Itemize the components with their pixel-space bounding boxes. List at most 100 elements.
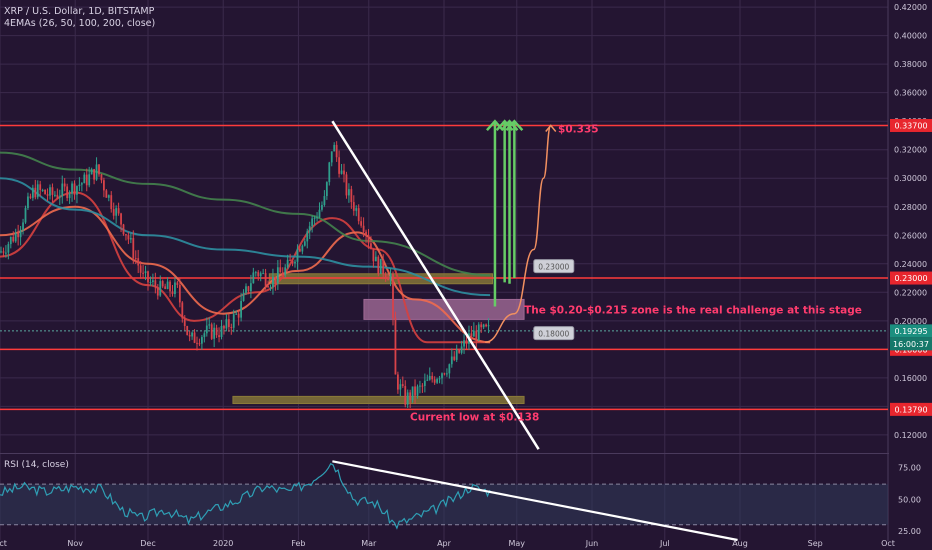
candle-body — [213, 327, 216, 339]
candle-body — [22, 222, 24, 230]
candle-body — [257, 272, 260, 277]
x-tick-label: Oct — [0, 539, 7, 548]
rsi-label: RSI (14, close) — [4, 460, 69, 470]
candle-body — [68, 193, 71, 199]
candle-body — [122, 224, 125, 235]
rsi-tick-label: 75.00 — [898, 464, 921, 473]
candle-body — [58, 196, 61, 198]
candle-body — [384, 274, 387, 278]
candle-body — [330, 151, 333, 163]
candle-body — [17, 232, 20, 238]
candle-body — [399, 384, 402, 390]
rsi-trendline — [332, 460, 738, 542]
countdown-tag-bg — [890, 337, 932, 351]
candle-body — [303, 241, 306, 246]
candle-body — [348, 189, 350, 196]
candle-body — [137, 258, 140, 266]
candle-body — [171, 291, 174, 295]
projection-arrows[interactable] — [485, 119, 557, 343]
candle-body — [254, 272, 257, 274]
candle-body — [0, 251, 2, 253]
x-tick-label: Feb — [291, 539, 305, 548]
annotation-text: The $0.20-$0.215 zone is the real challe… — [524, 305, 862, 317]
candle-body — [193, 332, 196, 343]
candle-body — [242, 292, 245, 301]
candle-body — [414, 386, 416, 396]
candle-body — [343, 170, 345, 175]
level-tag: 0.23000 — [894, 274, 927, 283]
candle-body — [88, 174, 91, 186]
candle-body — [198, 343, 201, 345]
candle-body — [289, 259, 291, 261]
candle-body — [446, 373, 448, 375]
x-tick-label: May — [509, 539, 526, 548]
candle-body — [49, 187, 51, 196]
candle-body — [453, 356, 456, 360]
candle-body — [73, 183, 76, 195]
candle-body — [333, 144, 336, 152]
candle-body — [487, 325, 490, 327]
y-tick-label: 0.20000 — [894, 317, 927, 326]
candle-body — [93, 169, 95, 180]
candle-body — [134, 258, 137, 260]
candle-body — [401, 384, 404, 386]
symbol-title: XRP / U.S. Dollar, 1D, BITSTAMP — [4, 6, 155, 17]
candle-body — [313, 217, 316, 219]
candle-body — [264, 273, 267, 286]
candle-body — [176, 282, 179, 286]
candle-body — [181, 302, 184, 319]
x-tick-label: Mar — [361, 539, 377, 548]
annotation-text: $0.335 — [558, 124, 599, 136]
y-tick-label: 0.12000 — [894, 431, 927, 440]
candle-body — [458, 349, 461, 353]
candle-body — [460, 346, 463, 353]
price-callout-text: 0.23000 — [538, 263, 569, 272]
y-tick-label: 0.36000 — [894, 89, 927, 98]
candle-body — [274, 276, 277, 284]
candle-body — [294, 261, 296, 264]
level-tag: 0.13790 — [894, 405, 927, 414]
candle-body — [83, 174, 86, 184]
candle-body — [205, 325, 208, 334]
y-tick-label: 0.22000 — [894, 288, 927, 297]
y-tick-label: 0.24000 — [894, 260, 927, 269]
candle-body — [85, 174, 88, 186]
candle-body — [411, 386, 414, 401]
price-trendline[interactable] — [331, 120, 540, 450]
candle-body — [482, 324, 485, 328]
candle-body — [404, 385, 407, 405]
candle-body — [100, 174, 103, 181]
candle-body — [24, 208, 27, 223]
price-callout-text: 0.18000 — [538, 330, 569, 339]
x-tick-label: Oct — [881, 539, 895, 548]
candle-body — [362, 225, 365, 232]
y-tick-label: 0.28000 — [894, 203, 927, 212]
level-tag-bg — [890, 271, 932, 285]
x-tick-label: Dec — [140, 539, 155, 548]
candle-body — [115, 208, 118, 216]
candle-body — [252, 272, 255, 284]
ema-line-ema200 — [0, 151, 491, 277]
candle-body — [377, 256, 380, 274]
candle-body — [470, 333, 473, 337]
candle-body — [201, 337, 203, 344]
candle-body — [382, 258, 385, 275]
candle-body — [335, 144, 338, 158]
candle-body — [441, 373, 443, 379]
candle-body — [259, 273, 262, 277]
falling-trendline — [331, 120, 540, 450]
candle-body — [323, 196, 326, 205]
candle-body — [54, 194, 56, 196]
candle-body — [436, 379, 438, 383]
candle-body — [357, 208, 360, 222]
rsi-line — [0, 462, 491, 530]
candle-body — [465, 340, 468, 344]
candle-body — [428, 375, 431, 380]
candle-body — [164, 286, 167, 289]
candle-body — [132, 238, 135, 259]
candle-body — [240, 300, 242, 318]
candle-body — [223, 325, 225, 329]
y-tick-label: 0.38000 — [894, 60, 927, 69]
